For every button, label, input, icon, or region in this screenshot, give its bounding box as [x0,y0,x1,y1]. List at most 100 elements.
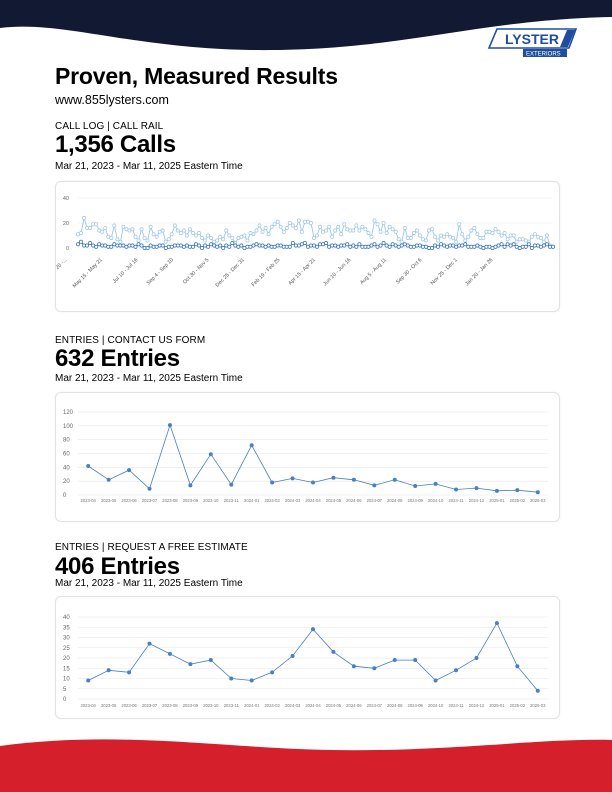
y-tick-label: 30 [63,636,70,642]
x-tick-label: 2024-08 [387,498,403,503]
data-point [494,488,499,493]
data-point [221,246,226,250]
data-point [336,224,341,229]
x-tick-label: 2024-03 [285,498,301,503]
data-point [378,243,383,248]
data-point [145,238,150,243]
data-point [502,231,507,235]
data-point [535,490,540,495]
y-tick-label: 20 [63,656,70,662]
section-value-calls: 1,356 Calls [55,131,176,158]
data-point [167,651,172,656]
data-point [227,244,232,249]
data-point [315,244,319,249]
data-point [147,641,152,646]
data-point [363,227,368,232]
data-point [245,238,250,243]
data-point [197,231,201,235]
bottom-wave-banner [0,739,612,792]
y-tick-label: 100 [63,424,74,430]
x-tick-label: 2025-03 [530,498,546,503]
data-point [206,244,211,249]
data-point [378,229,383,234]
data-point [242,233,247,238]
y-tick-label: 10 [63,677,70,683]
data-point [544,233,549,238]
top-wave-banner [0,0,612,51]
data-point [254,228,259,233]
data-point [490,231,495,235]
data-point [535,688,540,693]
data-point [372,242,377,247]
data-point [354,223,359,228]
chart-card-calls: 0 20 40 Mar 20 -... May 15 - May 21 Jul 10 - … [55,181,560,312]
x-tick-label: 2023-07 [142,498,158,503]
logo-stripe [560,30,575,47]
data-point [499,233,504,238]
y-tick-label: 25 [63,646,70,652]
data-point [221,237,226,242]
data-point [387,224,392,229]
y-tick-label: 20 [63,479,70,485]
x-tick-label: Mar 20 -... [56,257,68,278]
data-point [392,658,397,663]
x-tick-label: Jun 10 - Jun 16 [322,257,352,287]
x-tick-label: 2025-01 [489,703,505,708]
data-point [103,226,108,230]
data-point [454,668,459,673]
data-point [475,232,480,237]
data-point [445,232,450,237]
section-label-free-estimate: ENTRIES | REQUEST A FREE ESTIMATE [55,542,248,553]
data-point [133,244,138,249]
x-tick-label: 2023-04 [81,498,97,503]
x-tick-label: 2024-05 [326,498,342,503]
data-point [194,233,198,238]
data-point [270,480,275,485]
data-point [351,664,356,669]
data-point [324,228,329,233]
section-label-call-log: CALL LOG | CALL RAIL [55,121,164,132]
data-point [372,666,377,671]
data-point [474,656,479,660]
data-point [218,243,223,248]
website-url: www.855lysters.com [55,93,169,107]
data-point [393,229,398,234]
data-point [366,231,371,235]
data-point [266,232,271,237]
x-tick-label: 2024-04 [305,703,321,708]
data-point [357,242,362,247]
y-tick-label: 40 [63,615,70,621]
series-line [88,622,539,692]
data-point [451,236,456,240]
data-point [188,662,193,667]
x-tick-label: 2025-02 [510,498,526,503]
x-tick-label: 2023-09 [183,703,199,708]
data-point [360,224,365,229]
data-point [331,649,336,654]
data-point [387,244,392,249]
x-tick-label: 2023-06 [121,498,137,503]
x-tick-label: 2025-02 [510,703,526,708]
data-point [502,244,507,249]
contact-form-chart: 0 20 40 60 80 100 120 2023-04 2023-05 2023-06 2023… [63,410,548,503]
free-estimate-chart: 0 5 10 15 20 25 30 35 40 2023-04 2023-05 2023-06 202… [63,615,548,708]
data-point [423,238,428,243]
data-point [551,244,555,249]
data-point [209,236,214,240]
data-point [79,239,83,244]
data-point [86,678,91,683]
data-point [505,237,510,242]
data-point [511,233,516,238]
x-tick-label: Sep 4 - Sep 10 [146,257,175,286]
data-point [493,227,498,232]
data-point [112,223,117,228]
data-point [454,487,459,492]
data-point [85,243,90,248]
x-tick-label: 2024-05 [326,703,342,708]
logo-word-exteriors: EXTERIORS [526,52,561,58]
data-point [229,482,234,487]
data-point [481,236,486,240]
page-title: Proven, Measured Results [55,63,338,89]
data-point [544,242,549,247]
data-point [154,234,159,239]
